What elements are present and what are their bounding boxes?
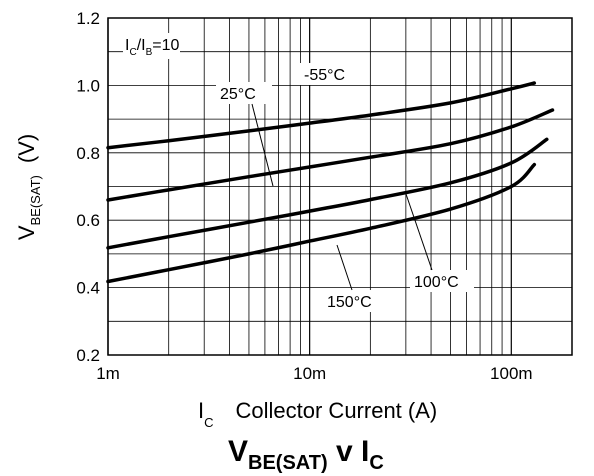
y-tick-labels: 0.2 0.4 0.6 0.8 1.0 1.2 — [76, 9, 100, 365]
leader-100 — [405, 193, 433, 271]
y-tick-label: 0.6 — [76, 211, 100, 230]
x-axis-label: IC Collector Current (A) — [198, 398, 437, 430]
series-line-1 — [106, 108, 555, 202]
series-line-2 — [106, 137, 549, 250]
y-tick-label: 0.4 — [76, 279, 100, 298]
y-tick-label: 1.0 — [76, 76, 100, 95]
condition-note: IC/IB=10 — [125, 37, 179, 58]
series-group — [106, 81, 555, 284]
x-tick-label: 1m — [96, 364, 120, 383]
label-bg-m55 — [300, 63, 364, 85]
label-bg-100 — [410, 270, 474, 292]
x-tick-label: 100m — [490, 364, 533, 383]
y-tick-label: 1.2 — [76, 9, 100, 28]
series-label-m55: -55°C — [304, 67, 345, 84]
series-label-150: 150°C — [327, 294, 372, 311]
y-tick-label: 0.8 — [76, 144, 100, 163]
series-label-100: 100°C — [414, 274, 459, 291]
x-tick-labels: 1m 10m 100m — [96, 364, 532, 383]
label-bg-25 — [216, 82, 272, 104]
y-axis-label: VBE(SAT)(V) — [14, 134, 43, 240]
x-tick-label: 10m — [293, 364, 326, 383]
series-line-0 — [106, 81, 537, 150]
leader-150 — [336, 244, 353, 291]
series-label-25: 25°C — [220, 86, 256, 103]
series-line-3 — [106, 162, 537, 284]
label-bg-150 — [323, 290, 387, 312]
y-tick-label: 0.2 — [76, 346, 100, 365]
plot-frame — [107, 17, 573, 356]
leader-25 — [251, 103, 274, 187]
condition-note-box — [123, 33, 180, 59]
chart-title: VBE(SAT) v IC — [228, 435, 384, 474]
